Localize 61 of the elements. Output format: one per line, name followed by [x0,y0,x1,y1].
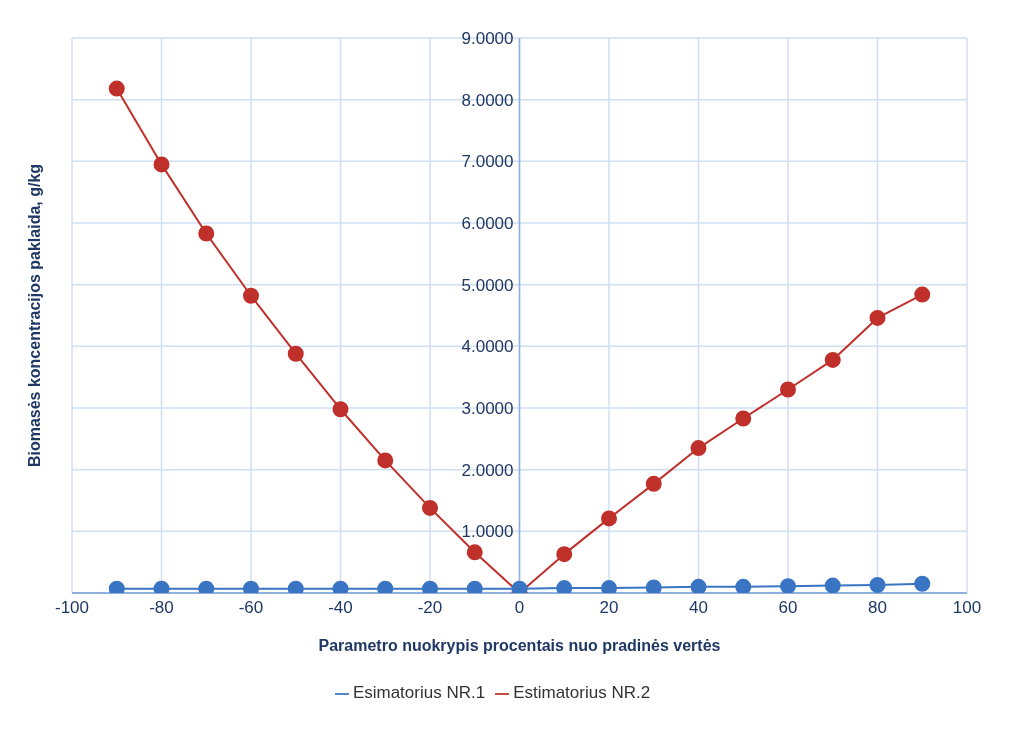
point [377,452,394,469]
y-tick-label: 5.0000 [461,275,514,295]
point [377,580,394,593]
point [735,410,752,427]
point [287,345,304,362]
x-tick-label: 0 [514,598,525,618]
x-tick-label: 20 [599,598,619,618]
x-tick-label: 40 [689,598,708,618]
x-axis-title: Parametro nuokrypis procentais nuo pradinės vertės [318,637,721,654]
point [869,309,886,326]
point [198,225,215,242]
y-tick-label: 9.0000 [461,29,514,48]
x-tick-label: -80 [149,598,174,618]
x-tick-label: 80 [868,598,887,618]
point [645,475,662,492]
point [108,80,125,97]
point [914,286,931,303]
y-tick-label: 6.0000 [461,214,514,233]
y-tick-label: 8.0000 [461,90,514,110]
point [198,580,215,593]
y-tick-label: 2.0000 [461,460,514,480]
legend-label: Esimatorius NR.1 [352,683,486,702]
y-axis-title: Biomasės koncentracijos paklaida, g/kg [25,163,43,468]
point [466,544,483,561]
point [690,578,707,593]
point [332,580,349,593]
x-tick-label: 100 [952,598,982,618]
point [422,580,438,593]
point [601,580,617,593]
x-tick-label: -20 [417,598,443,618]
x-tick-label: 60 [778,598,798,618]
point [332,401,349,418]
y-tick-label: 7.0000 [461,152,514,172]
point [153,580,170,593]
point [690,440,707,457]
point [153,156,170,173]
point [466,580,483,593]
point [780,381,796,398]
x-tick-label: -60 [238,598,264,618]
point [645,579,662,593]
point [511,580,528,593]
point [287,580,304,593]
x-tick-label: -40 [328,598,353,618]
legend-label: Estimatorius NR.2 [513,683,651,702]
x-tick-label: -100 [54,598,90,618]
point [601,510,617,527]
y-tick-label: 4.0000 [461,337,514,357]
y-tick-label: 1.0000 [461,522,514,542]
point [556,546,573,563]
point [243,580,259,593]
point [824,577,841,593]
point [824,351,841,368]
point [108,580,125,593]
point [735,578,752,593]
point [914,575,931,592]
point [556,580,573,593]
point [780,578,796,593]
point [243,287,259,304]
point [422,499,438,516]
point [869,576,886,593]
y-tick-label: 3.0000 [461,399,514,418]
